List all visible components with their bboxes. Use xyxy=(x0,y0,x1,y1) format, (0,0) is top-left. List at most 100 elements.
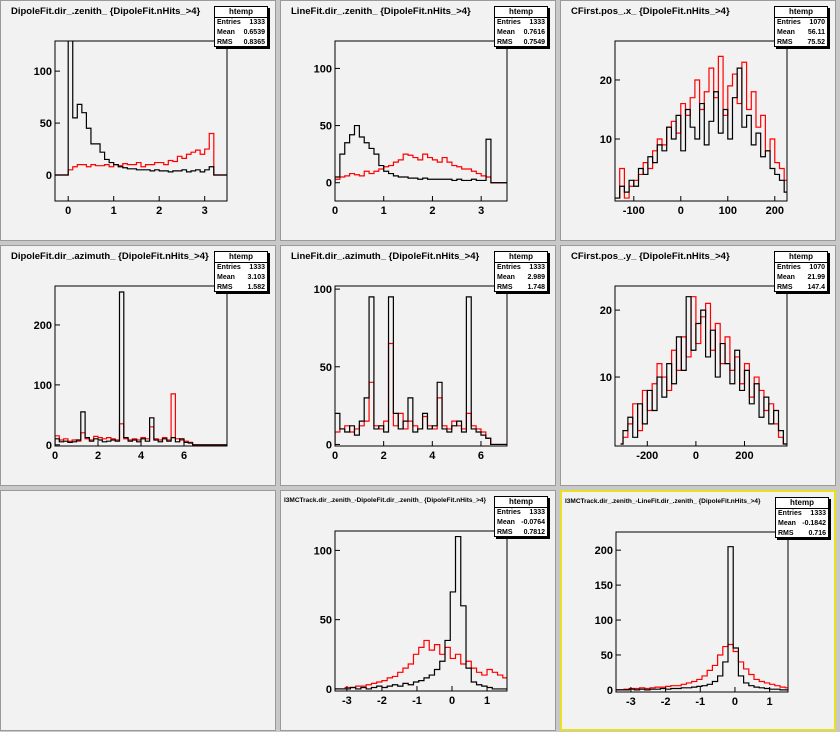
x-tick-label: 2 xyxy=(95,450,101,462)
stats-box[interactable]: htemp Entries 1070 Mean 56.11 RMS 75.52 xyxy=(774,6,828,47)
histogram-series-red xyxy=(335,153,507,184)
rms-label: RMS xyxy=(778,530,794,537)
y-tick-label: 50 xyxy=(320,362,332,374)
plot-frame xyxy=(334,285,508,447)
rms-label: RMS xyxy=(497,284,513,291)
histogram-plot: -200 0 200 10 20 xyxy=(600,285,788,462)
histogram-series-black xyxy=(616,546,788,691)
entries-label: Entries xyxy=(217,19,241,26)
histogram-pad[interactable]: 0 1 2 3 0 50 100 LineFit.dir_.zenith_ {DipoleFi… xyxy=(280,0,556,241)
histogram-plot: -3 -2 -1 0 1 0 50 100 150 200 xyxy=(595,531,789,708)
histogram-series-black xyxy=(335,124,507,184)
entries-value: 1333 xyxy=(810,510,826,517)
entries-label: Entries xyxy=(217,264,241,271)
stats-box[interactable]: htemp Entries 1333 Mean 0.7616 RMS 0.7549 xyxy=(494,6,548,47)
y-tick-label: 50 xyxy=(40,118,52,130)
histogram-pad[interactable]: 0 2 4 6 0 100 200 DipoleFit.dir_.azimuth_ {Dipo… xyxy=(0,245,276,486)
histogram-series-red xyxy=(616,643,788,691)
y-tick-label: 0 xyxy=(326,439,332,451)
histogram-series-red xyxy=(615,55,787,199)
y-tick-label: 0 xyxy=(46,170,52,182)
histogram-plot: 0 1 2 3 0 50 100 xyxy=(34,40,228,217)
y-tick-label: 100 xyxy=(34,380,52,392)
stats-box[interactable]: htemp Entries 1333 Mean 0.6539 RMS 0.8365 xyxy=(214,6,268,47)
x-tick-label: 0 xyxy=(732,696,738,708)
entries-value: 1333 xyxy=(529,264,545,271)
y-tick-label: 20 xyxy=(600,305,612,317)
y-tick-label: 100 xyxy=(595,615,613,627)
histogram-plot: -100 0 100 200 10 20 xyxy=(600,40,788,217)
x-tick-label: -100 xyxy=(623,205,645,217)
mean-value: -0.0764 xyxy=(521,519,545,526)
x-tick-label: 0 xyxy=(65,205,71,217)
mean-value: 0.7616 xyxy=(523,29,545,36)
x-tick-label: 0 xyxy=(693,450,699,462)
x-tick-label: 4 xyxy=(429,450,436,462)
plot-frame xyxy=(614,40,788,202)
histogram-pad[interactable]: -100 0 100 200 10 20 CFirst.pos_.x_ {DipoleFit… xyxy=(560,0,836,241)
x-tick-label: 0 xyxy=(449,695,455,707)
y-tick-label: 10 xyxy=(600,134,612,146)
x-tick-label: -2 xyxy=(661,696,671,708)
stats-box[interactable]: htemp Entries 1333 Mean -0.1842 RMS 0.716 xyxy=(775,497,829,538)
y-tick-label: 0 xyxy=(607,685,613,697)
y-tick-label: 50 xyxy=(601,650,613,662)
stats-box[interactable]: htemp Entries 1333 Mean 3.103 RMS 1.582 xyxy=(214,251,268,292)
rms-label: RMS xyxy=(217,284,233,291)
stats-box[interactable]: htemp Entries 1333 Mean -0.0764 RMS 0.7812 xyxy=(494,496,548,537)
histogram-pad[interactable]: -200 0 200 10 20 CFirst.pos_.y_ {DipoleFit.nH… xyxy=(560,245,836,486)
rms-label: RMS xyxy=(497,39,513,46)
x-tick-label: 0 xyxy=(52,450,58,462)
x-tick-label: 100 xyxy=(719,205,737,217)
stats-name: htemp xyxy=(495,7,547,18)
x-tick-label: -1 xyxy=(695,696,705,708)
pad-title: I3MCTrack.dir_.zenith_-LineFit.dir_.zeni… xyxy=(565,498,761,505)
x-tick-label: 2 xyxy=(381,450,387,462)
x-tick-label: 1 xyxy=(381,205,387,217)
histogram-pad[interactable]: -3 -2 -1 0 1 0 50 100 I3MCTrack.dir_.zenith_-Dip… xyxy=(280,490,556,731)
stats-name: htemp xyxy=(215,7,267,18)
y-tick-label: 100 xyxy=(314,284,332,296)
pad-title: LineFit.dir_.zenith_ {DipoleFit.nHits_>4… xyxy=(291,6,471,17)
stats-box[interactable]: htemp Entries 1070 Mean 21.99 RMS 147.4 xyxy=(774,251,828,292)
mean-value: 56.11 xyxy=(807,29,825,36)
x-tick-label: -3 xyxy=(342,695,352,707)
x-tick-label: -2 xyxy=(377,695,387,707)
stats-box[interactable]: htemp Entries 1333 Mean 2.989 RMS 1.748 xyxy=(494,251,548,292)
rms-label: RMS xyxy=(777,284,793,291)
mean-label: Mean xyxy=(497,519,515,526)
histogram-plot: 0 2 4 6 0 50 100 xyxy=(314,284,508,462)
mean-label: Mean xyxy=(497,29,515,36)
x-tick-label: 1 xyxy=(767,696,773,708)
pad-title: CFirst.pos_.x_ {DipoleFit.nHits_>4} xyxy=(571,6,730,17)
y-tick-label: 100 xyxy=(314,63,332,75)
histogram-pad[interactable]: -3 -2 -1 0 1 0 50 100 150 200 I3MCTrack.dir_.zenit… xyxy=(560,490,836,731)
y-tick-label: 20 xyxy=(600,75,612,87)
pad-title: I3MCTrack.dir_.zenith_-DipoleFit.dir_.ze… xyxy=(284,497,487,504)
histogram-series-red xyxy=(335,639,507,690)
rms-value: 0.8365 xyxy=(243,39,265,46)
entries-value: 1070 xyxy=(809,264,825,271)
x-tick-label: 3 xyxy=(478,205,484,217)
stats-name: htemp xyxy=(775,7,827,18)
mean-value: -0.1842 xyxy=(802,520,826,527)
x-tick-label: 0 xyxy=(678,205,684,217)
mean-label: Mean xyxy=(497,274,515,281)
y-tick-label: 0 xyxy=(326,178,332,190)
x-tick-label: 1 xyxy=(111,205,117,217)
plot-frame xyxy=(614,285,788,447)
x-tick-label: 2 xyxy=(156,205,162,217)
histogram-series-black xyxy=(55,41,227,176)
x-tick-label: -200 xyxy=(636,450,658,462)
entries-label: Entries xyxy=(777,264,801,271)
stats-name: htemp xyxy=(776,498,828,509)
rms-label: RMS xyxy=(217,39,233,46)
histogram-pad[interactable]: 0 2 4 6 0 50 100 LineFit.dir_.azimuth_ {DipoleF… xyxy=(280,245,556,486)
histogram-pad[interactable]: 0 1 2 3 0 50 100 DipoleFit.dir_.zenith_ {Dipole… xyxy=(0,0,276,241)
y-tick-label: 150 xyxy=(595,580,613,592)
rms-value: 147.4 xyxy=(807,284,825,291)
histogram-series-red xyxy=(55,393,227,446)
y-tick-label: 100 xyxy=(34,66,52,78)
x-tick-label: 3 xyxy=(202,205,208,217)
